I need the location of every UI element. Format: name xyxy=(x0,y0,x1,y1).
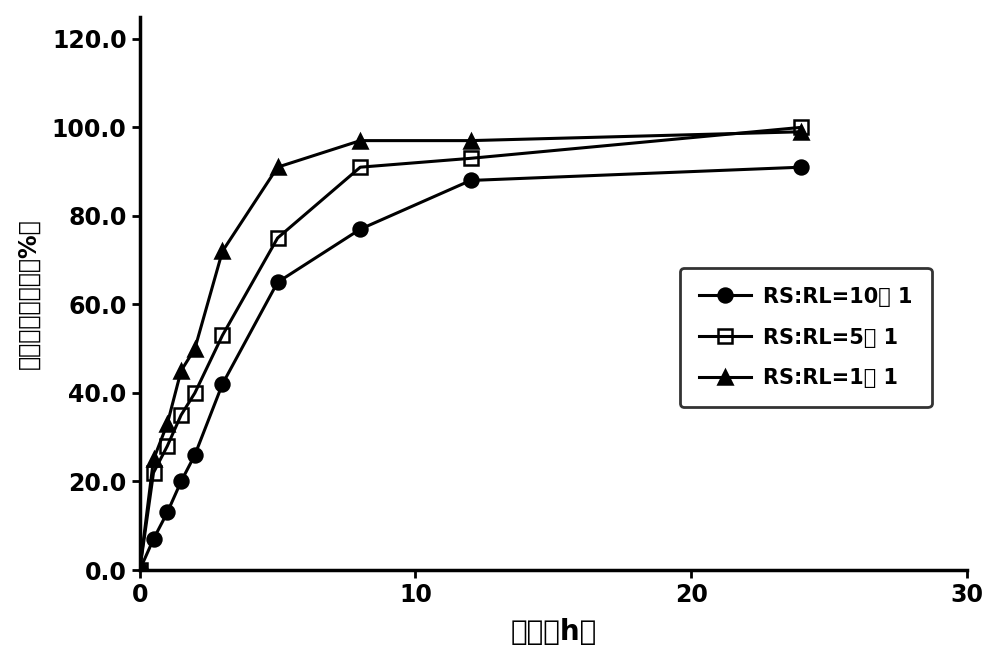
RS:RL=1： 1 xyxy=(354,137,366,145)
RS:RL=1： 1 xyxy=(795,128,807,136)
RS:RL=5： 1 xyxy=(354,163,366,171)
RS:RL=10： 1 xyxy=(795,163,807,171)
RS:RL=5： 1 xyxy=(134,566,146,574)
RS:RL=5： 1 xyxy=(795,123,807,131)
RS:RL=10： 1 xyxy=(175,477,187,485)
RS:RL=10： 1 xyxy=(272,278,284,286)
RS:RL=5： 1 xyxy=(161,442,173,450)
RS:RL=10： 1 xyxy=(465,176,477,184)
RS:RL=5： 1 xyxy=(465,154,477,162)
RS:RL=10： 1 xyxy=(148,535,160,543)
X-axis label: 时间（h）: 时间（h） xyxy=(510,619,596,646)
Line: RS:RL=10： 1: RS:RL=10： 1 xyxy=(133,160,808,577)
RS:RL=1： 1 xyxy=(189,345,201,353)
RS:RL=1： 1 xyxy=(465,137,477,145)
RS:RL=5： 1 xyxy=(216,332,228,339)
Line: RS:RL=1： 1: RS:RL=1： 1 xyxy=(133,125,808,577)
RS:RL=10： 1 xyxy=(161,509,173,516)
Y-axis label: 累计释放百分率（%）: 累计释放百分率（%） xyxy=(17,218,41,369)
Legend: RS:RL=10： 1, RS:RL=5： 1, RS:RL=1： 1: RS:RL=10： 1, RS:RL=5： 1, RS:RL=1： 1 xyxy=(680,268,932,407)
RS:RL=10： 1 xyxy=(189,451,201,459)
RS:RL=5： 1 xyxy=(272,234,284,242)
RS:RL=5： 1 xyxy=(189,389,201,397)
RS:RL=10： 1 xyxy=(354,225,366,233)
RS:RL=1： 1 xyxy=(134,566,146,574)
RS:RL=1： 1 xyxy=(216,247,228,255)
RS:RL=1： 1 xyxy=(175,367,187,375)
RS:RL=10： 1 xyxy=(216,380,228,388)
RS:RL=1： 1 xyxy=(161,420,173,428)
Line: RS:RL=5： 1: RS:RL=5： 1 xyxy=(133,121,808,577)
RS:RL=1： 1 xyxy=(272,163,284,171)
RS:RL=5： 1 xyxy=(148,469,160,477)
RS:RL=5： 1 xyxy=(175,411,187,419)
RS:RL=1： 1 xyxy=(148,455,160,463)
RS:RL=10： 1 xyxy=(134,566,146,574)
